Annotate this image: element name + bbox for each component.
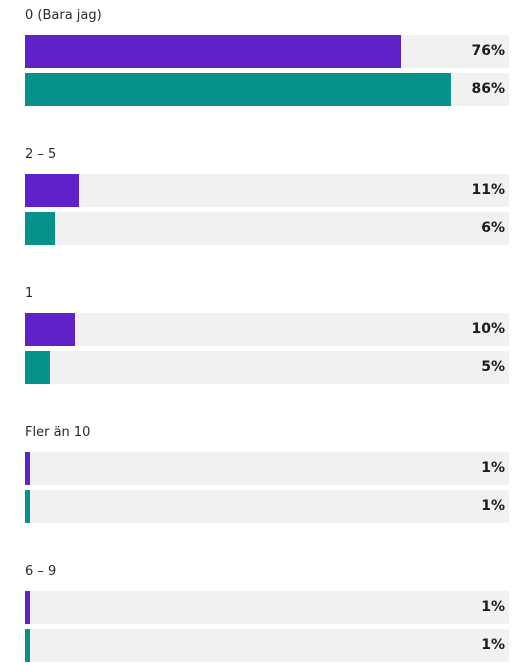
bar-series-2 xyxy=(25,629,30,662)
category-group: 6 – 9 1% 1% xyxy=(25,564,509,664)
bar-track: 11% xyxy=(25,174,509,207)
value-label: 1% xyxy=(481,599,505,615)
category-group: 1 10% 5% xyxy=(25,286,509,386)
bar-series-1 xyxy=(25,35,401,68)
bar-track: 1% xyxy=(25,452,509,485)
value-label: 1% xyxy=(481,637,505,653)
category-label: Fler än 10 xyxy=(25,425,91,440)
bar-track: 1% xyxy=(25,629,509,662)
category-group: 2 – 5 11% 6% xyxy=(25,147,509,247)
bar-series-2 xyxy=(25,351,50,384)
bar-series-1 xyxy=(25,591,30,624)
category-label: 0 (Bara jag) xyxy=(25,8,102,23)
bar-series-1 xyxy=(25,452,30,485)
bar-track: 1% xyxy=(25,490,509,523)
category-label: 1 xyxy=(25,286,34,301)
bar-track: 10% xyxy=(25,313,509,346)
value-label: 11% xyxy=(471,182,505,198)
bar-series-1 xyxy=(25,174,79,207)
value-label: 6% xyxy=(481,220,505,236)
value-label: 1% xyxy=(481,498,505,514)
category-label: 6 – 9 xyxy=(25,564,57,579)
bar-track: 5% xyxy=(25,351,509,384)
bar-track: 6% xyxy=(25,212,509,245)
bar-track: 1% xyxy=(25,591,509,624)
value-label: 5% xyxy=(481,359,505,375)
value-label: 86% xyxy=(471,81,505,97)
value-label: 76% xyxy=(471,43,505,59)
value-label: 1% xyxy=(481,460,505,476)
bar-series-1 xyxy=(25,313,75,346)
value-label: 10% xyxy=(471,321,505,337)
category-group: 0 (Bara jag) 76% 86% xyxy=(25,8,509,108)
bar-series-2 xyxy=(25,490,30,523)
category-label: 2 – 5 xyxy=(25,147,57,162)
bar-track: 76% xyxy=(25,35,509,68)
bar-series-2 xyxy=(25,73,451,106)
bar-series-2 xyxy=(25,212,55,245)
category-group: Fler än 10 1% 1% xyxy=(25,425,509,525)
bar-track: 86% xyxy=(25,73,509,106)
